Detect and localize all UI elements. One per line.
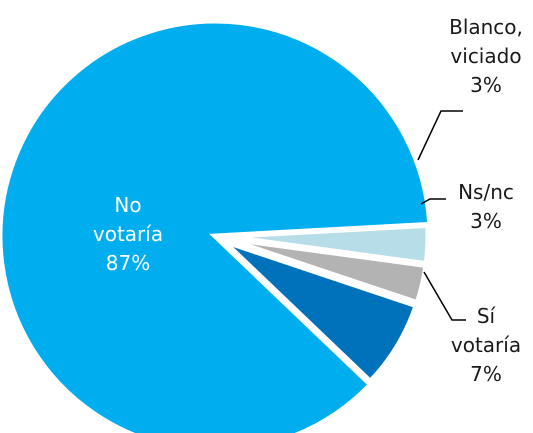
slice-category-label: votaría <box>451 333 521 357</box>
slice-label-no-votaria: No votaría 87% <box>93 193 163 275</box>
slice-label-si-votaria: Sí votaría 7% <box>451 304 521 386</box>
leader-line-ns-nc <box>420 198 446 205</box>
slice-category-label: Ns/nc <box>458 180 514 204</box>
slice-value-label: 7% <box>470 362 502 386</box>
pie-slice-no-votaria <box>0 18 433 433</box>
leader-line-blanco-viciado <box>417 110 463 161</box>
slice-value-label: 87% <box>106 251 150 275</box>
leader-line-si-votaria <box>423 271 466 321</box>
slice-value-label: 3% <box>470 209 502 233</box>
slice-value-label: 3% <box>470 73 502 97</box>
slice-category-label: No <box>114 193 141 217</box>
pie-slice-ns-nc <box>223 235 429 306</box>
slice-label-ns-nc: Ns/nc 3% <box>458 180 514 233</box>
slice-label-blanco-viciado: Blanco, viciado 3% <box>449 15 523 97</box>
slice-category-label: Blanco, <box>449 15 523 39</box>
slice-category-label: viciado <box>450 44 521 68</box>
slice-category-label: Sí <box>477 304 497 328</box>
slice-category-label: votaría <box>93 222 163 246</box>
